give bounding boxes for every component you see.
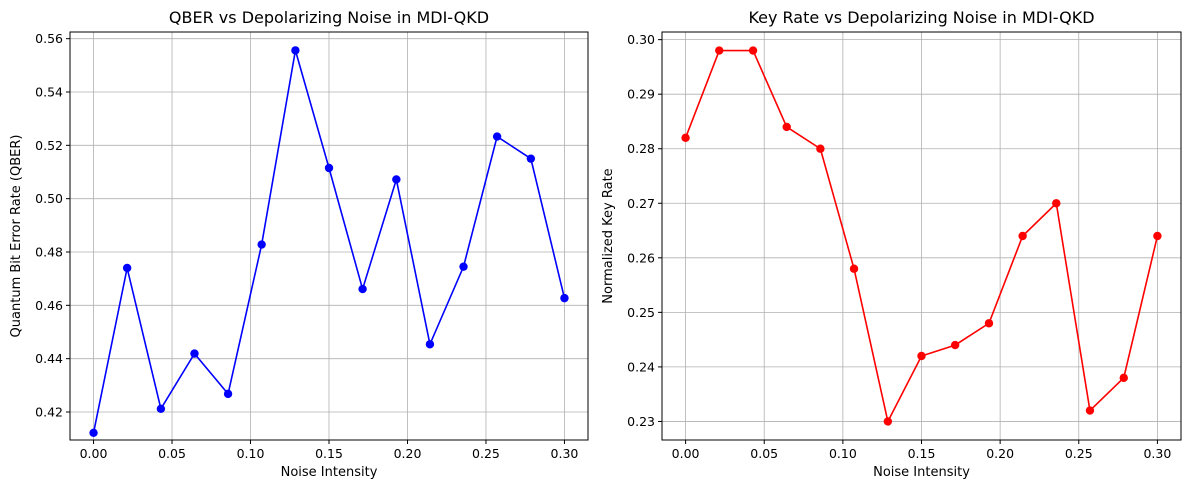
keyrate-data-point	[1119, 373, 1128, 383]
keyrate-panel: 0.00 0.05 0.10 0.15 0.20 0.25 0.30 0.23 0.24 0.25…	[601, 8, 1182, 480]
qber-y-axis-label: Quantum Bit Error Rate (QBER)	[9, 135, 24, 338]
qber-plot-area: 0.00 0.05 0.10 0.15 0.20 0.25 0.30 0.42 0.44 0.46…	[35, 31, 589, 461]
qber-data-point	[257, 240, 266, 249]
keyrate-data-point	[1153, 231, 1162, 241]
qber-data-point	[358, 284, 367, 294]
keyrate-x-tick-label: 0.25	[1065, 446, 1093, 461]
qber-panel: 0.00 0.05 0.10 0.15 0.20 0.25 0.30 0.42 0.44 0.46…	[9, 8, 589, 480]
keyrate-data-point	[1085, 406, 1095, 415]
qber-data-point	[190, 349, 199, 358]
keyrate-x-tick-label: 0.00	[672, 446, 700, 461]
keyrate-title: Key Rate vs Depolarizing Noise in MDI-QK…	[748, 8, 1094, 27]
qber-x-axis-label: Noise Intensity	[281, 465, 378, 480]
keyrate-x-tick-label: 0.30	[1143, 446, 1171, 461]
keyrate-y-axis-label: Normalized Key Rate	[601, 168, 616, 303]
qber-y-tick-label: 0.42	[35, 405, 63, 420]
qber-data-point	[526, 154, 536, 163]
keyrate-y-tick-label: 0.30	[627, 32, 655, 47]
keyrate-y-tick-label: 0.26	[627, 250, 655, 265]
keyrate-data-point	[715, 46, 724, 55]
keyrate-y-tick-label: 0.25	[627, 305, 655, 320]
keyrate-x-tick-label: 0.10	[829, 446, 857, 461]
qber-y-tick-label: 0.56	[35, 31, 63, 46]
qber-data-point	[89, 428, 98, 437]
keyrate-x-tick-label: 0.20	[986, 446, 1014, 461]
keyrate-data-point	[950, 340, 960, 350]
qber-y-tick-label: 0.52	[35, 138, 63, 153]
qber-data-point	[291, 46, 300, 55]
qber-data-point	[459, 262, 468, 271]
qber-y-tick-label: 0.50	[35, 191, 63, 206]
keyrate-data-point	[681, 133, 690, 143]
keyrate-data-point	[1052, 199, 1061, 208]
qber-x-tick-label: 0.10	[237, 446, 265, 461]
qber-x-tick-label: 0.15	[315, 446, 343, 461]
qber-data-point	[122, 263, 132, 273]
qber-x-tick-label: 0.20	[394, 446, 422, 461]
keyrate-data-point	[883, 417, 893, 426]
qber-x-tick-label: 0.25	[472, 446, 500, 461]
keyrate-data-point	[782, 122, 791, 132]
qber-y-tick-label: 0.54	[35, 85, 63, 100]
keyrate-data-point	[917, 351, 926, 361]
qber-y-tick-label: 0.44	[35, 351, 63, 366]
qber-x-tick-label: 0.30	[551, 446, 579, 461]
keyrate-plot-area: 0.00 0.05 0.10 0.15 0.20 0.25 0.30 0.23 0.24 0.25…	[627, 31, 1182, 461]
keyrate-y-tick-label: 0.29	[627, 87, 655, 102]
keyrate-x-tick-label: 0.05	[750, 446, 778, 461]
keyrate-x-axis-label: Noise Intensity	[873, 465, 970, 480]
qber-y-tick-label: 0.48	[35, 245, 63, 260]
qber-data-point	[560, 293, 569, 303]
qber-title: QBER vs Depolarizing Noise in MDI-QKD	[169, 8, 489, 27]
keyrate-y-tick-label: 0.24	[627, 359, 655, 374]
keyrate-y-tick-label: 0.23	[627, 414, 655, 429]
qber-data-point	[492, 132, 502, 141]
keyrate-x-tick-label: 0.15	[908, 446, 936, 461]
keyrate-data-point	[748, 46, 758, 55]
qber-x-tick-label: 0.00	[80, 446, 108, 461]
keyrate-data-point	[816, 144, 825, 153]
keyrate-y-tick-label: 0.28	[627, 141, 655, 156]
qber-data-point	[425, 340, 435, 349]
qber-data-point	[324, 163, 334, 173]
keyrate-data-point	[1018, 231, 1027, 241]
qber-x-tick-label: 0.05	[158, 446, 186, 461]
keyrate-data-point	[849, 264, 859, 273]
qber-data-point	[156, 404, 166, 413]
keyrate-y-tick-label: 0.27	[627, 196, 655, 211]
qber-data-point	[223, 389, 233, 399]
keyrate-data-point	[984, 319, 994, 328]
qber-data-point	[392, 175, 401, 184]
qber-y-tick-label: 0.46	[35, 298, 63, 313]
